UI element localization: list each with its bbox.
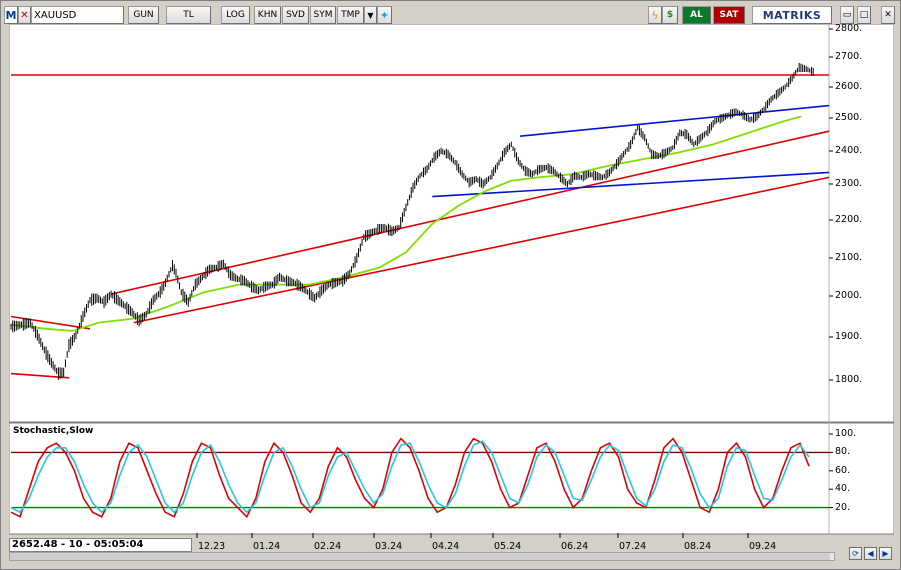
- date-tick-label: 04.24: [432, 541, 460, 552]
- red-trendline: [10, 315, 91, 330]
- red-trendline: [10, 372, 69, 379]
- scrollbar-thumb[interactable]: [10, 553, 830, 560]
- chart-canvas[interactable]: [9, 24, 894, 538]
- stochastic-line: [10, 440, 810, 514]
- twitter-icon[interactable]: ✦: [377, 6, 392, 24]
- minimize-icon[interactable]: ▭: [840, 6, 854, 24]
- price-tick-label: 2400.: [835, 145, 863, 156]
- price-tick-label: 2100.: [835, 252, 863, 263]
- price-panel: [9, 24, 894, 423]
- template-button[interactable]: TMP: [337, 6, 364, 24]
- price-bars: [10, 62, 814, 380]
- date-tick-label: 03.24: [375, 541, 403, 552]
- app-logo[interactable]: M: [4, 6, 18, 24]
- currency-button[interactable]: TL: [166, 6, 211, 24]
- price-tick-label: 1900.: [835, 331, 863, 342]
- sell-button[interactable]: SAT: [713, 6, 745, 24]
- price-tick-label: 2800.: [835, 23, 863, 34]
- period-button[interactable]: GUN: [128, 6, 159, 24]
- osc-tick-label: 100.: [835, 428, 857, 439]
- close-icon[interactable]: ✕: [881, 6, 895, 24]
- date-tick-label: 07.24: [619, 541, 647, 552]
- navigation-controls: ⟳ ◀ ▶: [849, 547, 892, 561]
- dollar-icon[interactable]: $: [662, 6, 678, 24]
- brand-logo: MATRIKS: [752, 6, 832, 24]
- sym-button[interactable]: SYM: [310, 6, 336, 24]
- blue-trendline: [519, 104, 830, 137]
- scroll-left-icon[interactable]: ◀: [864, 547, 877, 560]
- scroll-right-icon[interactable]: ▶: [879, 547, 892, 560]
- dropdown-arrow-icon[interactable]: ▼: [364, 6, 377, 24]
- moving-average-line: [10, 115, 802, 332]
- price-tick-label: 1800.: [835, 374, 863, 385]
- osc-tick-label: 60.: [835, 464, 851, 476]
- date-tick-label: 08.24: [684, 541, 712, 552]
- date-tick-label: 05.24: [494, 541, 522, 552]
- khn-button[interactable]: KHN: [254, 6, 281, 24]
- flash-icon[interactable]: ϟ: [648, 6, 662, 24]
- price-tick-label: 2700.: [835, 51, 863, 62]
- price-tick-label: 2500.: [835, 112, 863, 123]
- maximize-icon[interactable]: □: [857, 6, 871, 24]
- price-tick-label: 2200.: [835, 214, 863, 225]
- date-tick-label: 06.24: [561, 541, 589, 552]
- toolbar: M ✕ XAUUSD GUN TL LOG KHN SVD SYM TMP ▼ …: [2, 6, 900, 24]
- osc-tick-label: 20.: [835, 501, 851, 513]
- date-tick-label: 02.24: [314, 541, 342, 552]
- osc-tick-label: 80.: [835, 446, 851, 458]
- svd-button[interactable]: SVD: [282, 6, 309, 24]
- stochastic-line: [10, 437, 810, 519]
- date-tick-label: 09.24: [749, 541, 777, 552]
- oscillator-panel: [9, 422, 894, 535]
- log-scale-button[interactable]: LOG: [221, 6, 250, 24]
- osc-tick-label: 40.: [835, 483, 851, 495]
- buy-button[interactable]: AL: [682, 6, 711, 24]
- blue-trendline: [432, 171, 830, 198]
- status-readout: 2652.48 - 10 - 05:05:04: [9, 538, 192, 552]
- refresh-icon[interactable]: ⟳: [849, 547, 862, 560]
- price-tick-label: 2600.: [835, 81, 863, 92]
- close-symbol-icon[interactable]: ✕: [18, 6, 31, 24]
- price-tick-label: 2000.: [835, 290, 863, 301]
- red-trendline: [110, 130, 830, 295]
- red-trendline: [133, 176, 830, 324]
- date-tick-label: 12.23: [198, 541, 226, 552]
- date-tick-label: 01.24: [253, 541, 281, 552]
- chart-scrollbar[interactable]: [9, 552, 835, 561]
- price-tick-label: 2300.: [835, 178, 863, 189]
- symbol-input[interactable]: XAUUSD: [31, 6, 124, 24]
- oscillator-title: Stochastic,Slow: [13, 426, 94, 436]
